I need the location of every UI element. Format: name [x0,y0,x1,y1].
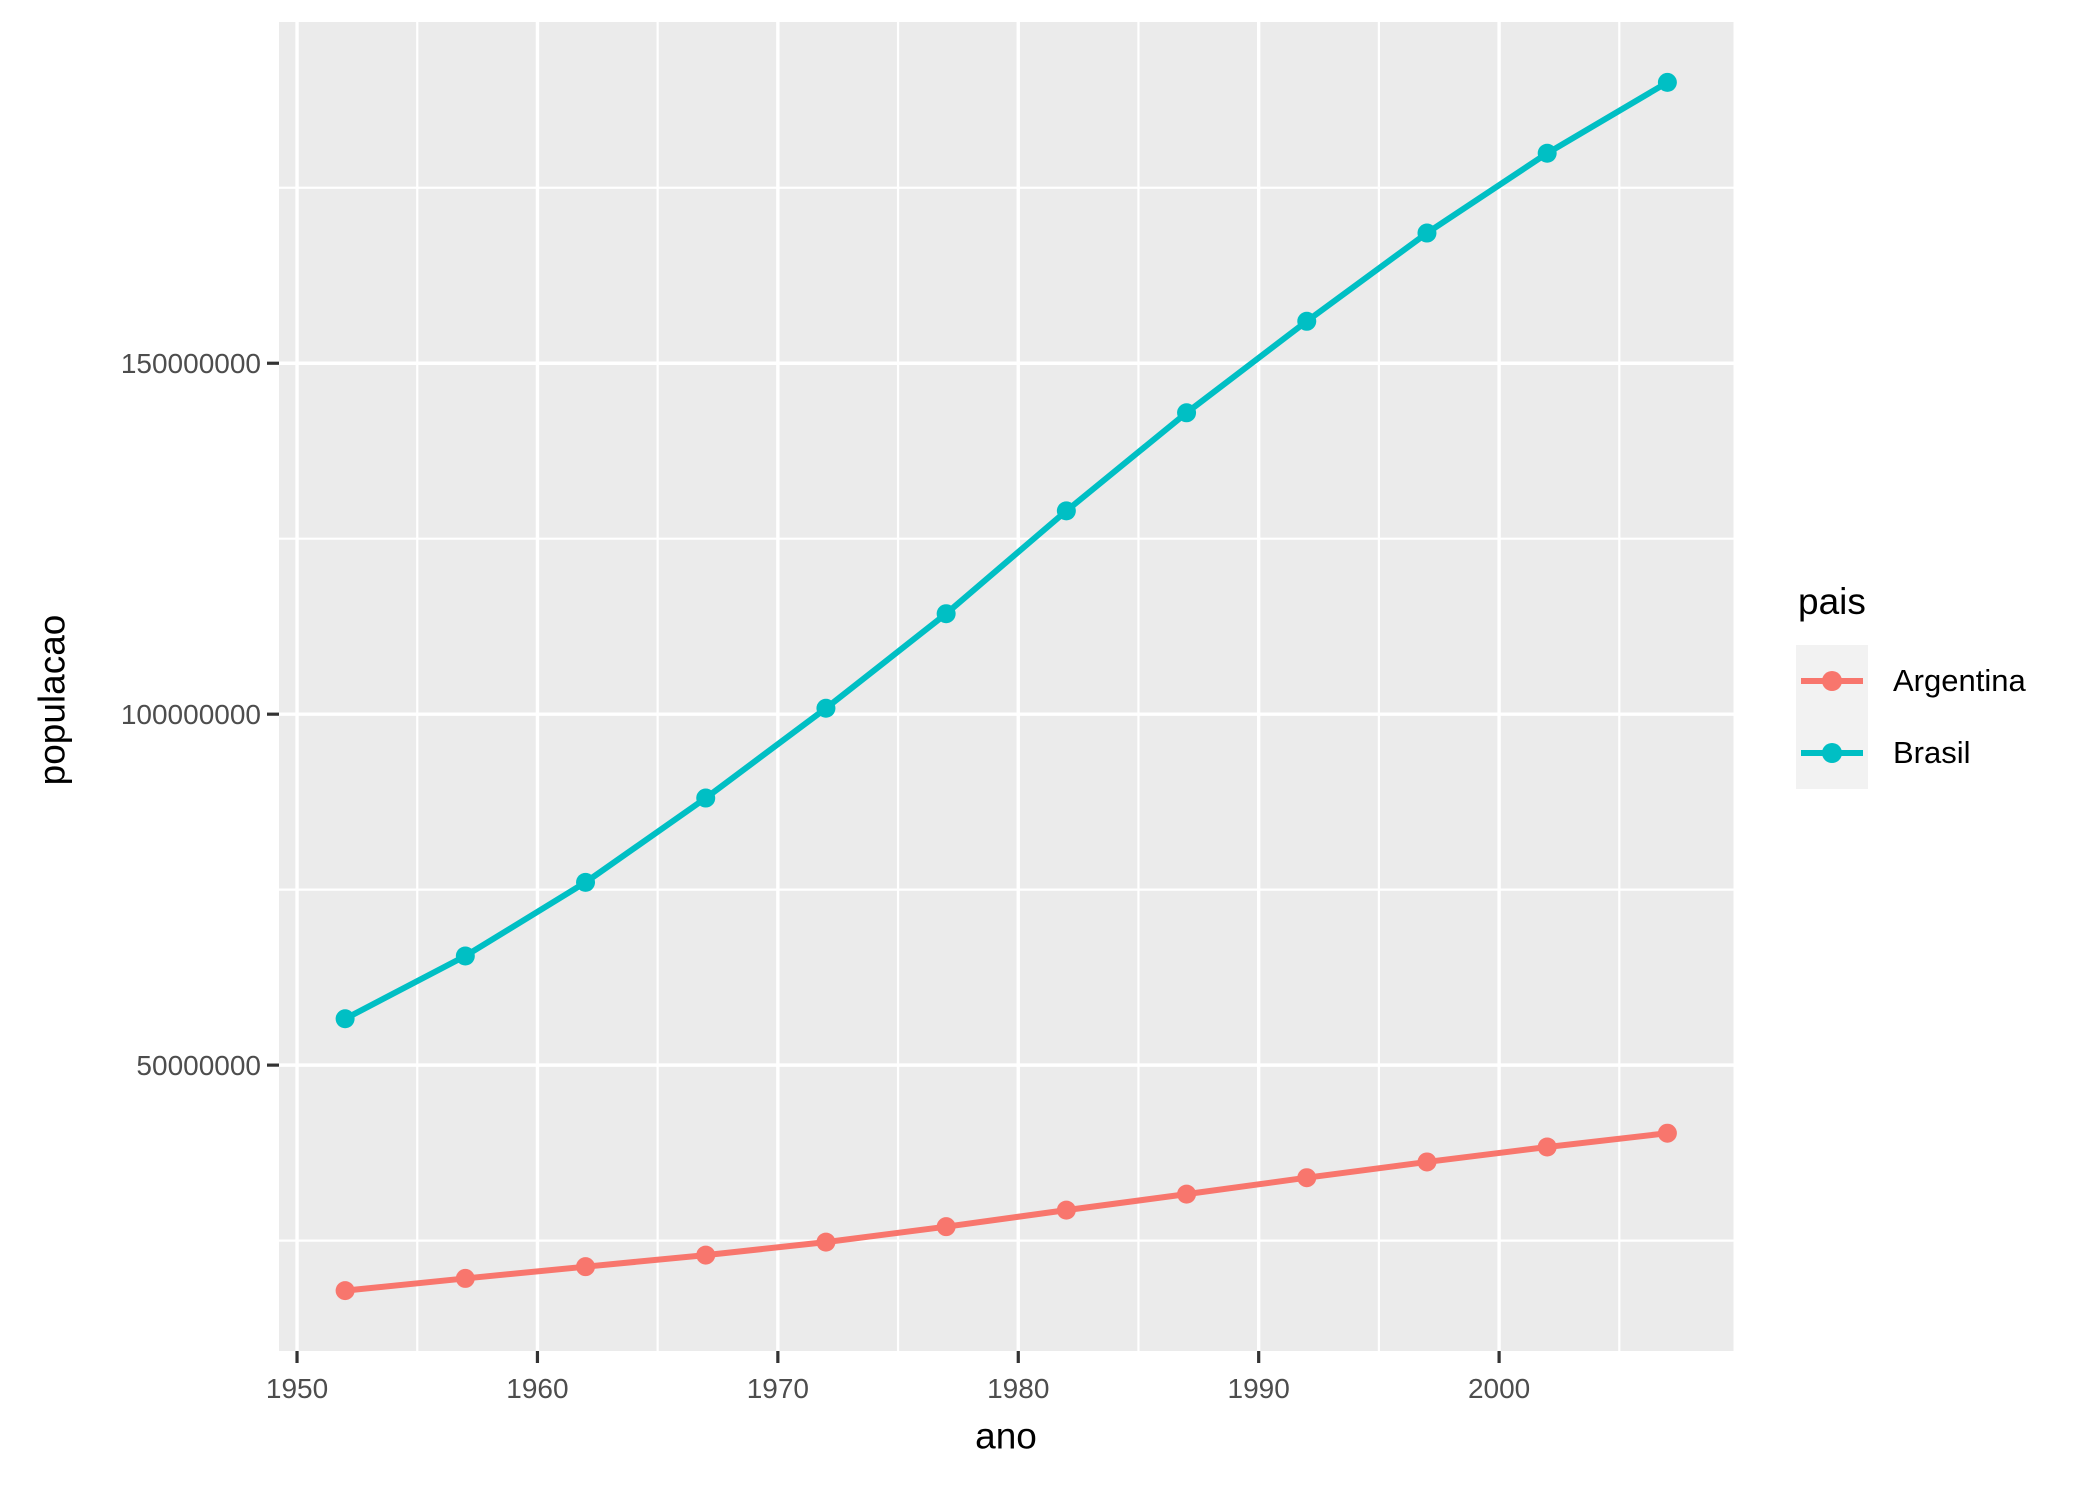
data-point-brasil [1056,501,1076,521]
legend-key-argentina [1796,645,1868,717]
legend-title: pais [1798,581,1866,622]
data-point-brasil [335,1009,355,1029]
data-point-brasil [936,604,956,624]
plot-panel [279,22,1734,1351]
x-tick-label: 1950 [266,1373,328,1404]
x-tick-label: 2000 [1468,1373,1530,1404]
data-point-argentina [1056,1200,1076,1220]
data-point-argentina [1537,1137,1557,1157]
data-point-brasil [1657,72,1677,92]
data-point-argentina [335,1281,355,1301]
data-point-brasil [576,872,596,892]
data-point-argentina [455,1268,475,1288]
data-point-argentina [696,1245,716,1265]
data-point-argentina [1657,1123,1677,1143]
data-point-brasil [696,788,716,808]
legend-point-icon [1822,743,1842,763]
data-point-argentina [1417,1152,1437,1172]
data-point-argentina [1177,1184,1197,1204]
legend: pais Argentina Brasil [1796,583,2026,789]
legend-label-argentina: Argentina [1893,663,2026,698]
x-tick-label: 1990 [1228,1373,1290,1404]
data-point-argentina [816,1232,836,1252]
y-tick-label: 50000000 [136,1050,261,1081]
x-tick-label: 1970 [747,1373,809,1404]
legend-label-brasil: Brasil [1893,735,1971,770]
data-point-argentina [936,1217,956,1237]
y-tick-label: 100000000 [121,699,261,730]
data-point-brasil [1177,403,1197,423]
data-point-brasil [816,698,836,718]
data-point-brasil [1417,223,1437,243]
legend-entry-argentina: Argentina [1796,645,2026,717]
data-point-argentina [576,1257,596,1277]
legend-entry-brasil: Brasil [1796,717,2026,789]
x-axis-title: ano [975,1415,1037,1457]
data-point-brasil [1297,311,1317,331]
data-point-brasil [455,946,475,966]
legend-key-brasil [1796,717,1868,789]
x-tick-label: 1980 [987,1373,1049,1404]
y-tick-label: 150000000 [121,348,261,379]
y-axis-title: populacao [31,614,73,786]
legend-point-icon [1822,671,1842,691]
x-tick-label: 1960 [506,1373,568,1404]
series-line-brasil [343,79,1669,1022]
data-point-brasil [1537,143,1557,163]
data-point-argentina [1297,1168,1317,1188]
series-line-argentina [344,1130,1668,1294]
